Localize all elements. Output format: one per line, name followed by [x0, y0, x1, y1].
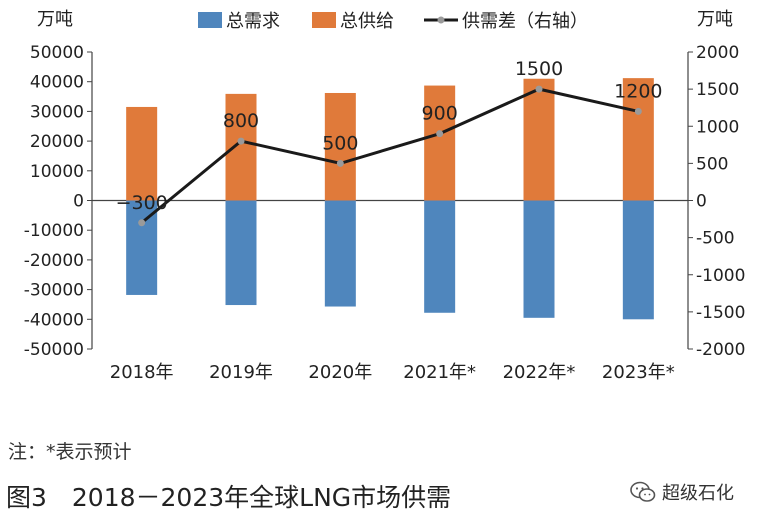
gap-data-label: 1200 — [614, 80, 662, 102]
left-tick-label: 20000 — [30, 132, 84, 152]
legend-label: 总供给 — [340, 11, 394, 32]
chart: 总需求 总供给 供需差（右轴） 万吨 万吨 50000400003000020000… — [24, 9, 746, 383]
left-tick-label: 30000 — [30, 102, 84, 122]
gap-point — [336, 159, 344, 167]
wechat-icon — [630, 481, 656, 502]
bar-demand — [622, 200, 654, 320]
x-tick-label: 2023年* — [602, 362, 675, 383]
axes: 50000400003000020000100000-10000-20000-3… — [24, 43, 746, 360]
watermark: 超级石化 — [630, 479, 734, 505]
right-tick-label: 0 — [696, 192, 707, 212]
left-tick-label: -10000 — [24, 221, 84, 241]
left-tick-label: 0 — [73, 192, 84, 212]
watermark-text: 超级石化 — [662, 483, 734, 504]
gap-data-label: 900 — [422, 103, 458, 125]
bar-supply — [424, 85, 456, 201]
gap-data-label: 800 — [223, 110, 259, 132]
bar-supply — [324, 92, 356, 201]
bar-supply — [622, 78, 654, 201]
gap-point — [634, 107, 642, 115]
right-tick-label: -2000 — [696, 340, 745, 360]
right-tick-label: 2000 — [696, 43, 739, 63]
legend-swatch — [312, 12, 336, 28]
figure-caption: 图3 2018－2023年全球LNG市场供需 — [6, 483, 452, 512]
bars — [126, 78, 654, 320]
bar-supply — [523, 78, 555, 201]
right-tick-label: 1500 — [696, 80, 739, 100]
gap-data-label: 500 — [322, 132, 358, 154]
legend-label: 总需求 — [226, 11, 280, 32]
right-tick-label: -1500 — [696, 303, 745, 323]
right-tick-label: 500 — [696, 154, 728, 174]
gap-point — [138, 219, 146, 227]
gap-data-label: −300 — [116, 192, 168, 214]
x-tick-label: 2019年 — [209, 362, 273, 383]
bar-demand — [225, 200, 257, 306]
legend-label: 供需差（右轴） — [462, 11, 588, 32]
left-tick-label: 40000 — [30, 73, 84, 93]
bar-demand — [424, 200, 456, 313]
footnote: 注：*表示预计 — [8, 441, 132, 463]
bar-supply — [225, 93, 257, 201]
bar-demand — [126, 200, 158, 295]
gap-point — [237, 137, 245, 145]
right-axis-unit: 万吨 — [697, 9, 733, 30]
left-tick-label: -40000 — [24, 310, 84, 330]
left-tick-label: -50000 — [24, 340, 84, 360]
x-tick-label: 2020年 — [308, 362, 372, 383]
bar-demand — [523, 200, 555, 318]
left-axis-unit: 万吨 — [37, 9, 73, 30]
x-tick-label: 2022年* — [503, 362, 576, 383]
left-tick-label: 10000 — [30, 162, 84, 182]
x-tick-label: 2018年 — [110, 362, 174, 383]
right-tick-label: -1000 — [696, 266, 745, 286]
left-tick-label: -20000 — [24, 251, 84, 271]
gap-point — [436, 130, 444, 138]
legend-swatch — [198, 12, 222, 28]
gap-data-label: 1500 — [515, 58, 563, 80]
gap-point — [535, 85, 543, 93]
right-tick-label: 1000 — [696, 117, 739, 137]
gap-line — [140, 87, 639, 224]
x-tick-label: 2021年* — [403, 362, 476, 383]
right-tick-label: -500 — [696, 229, 735, 249]
bar-supply — [126, 106, 158, 201]
bar-demand — [324, 200, 356, 307]
line-series: −300 800 500 900 1500 1200 — [116, 58, 663, 227]
legend: 总需求 总供给 供需差（右轴） — [198, 11, 588, 32]
legend-point-swatch — [437, 16, 445, 24]
left-tick-label: 50000 — [30, 43, 84, 63]
left-tick-label: -30000 — [24, 281, 84, 301]
x-axis-labels: 2018年 2019年 2020年 2021年* 2022年* 2023年* — [110, 362, 675, 383]
